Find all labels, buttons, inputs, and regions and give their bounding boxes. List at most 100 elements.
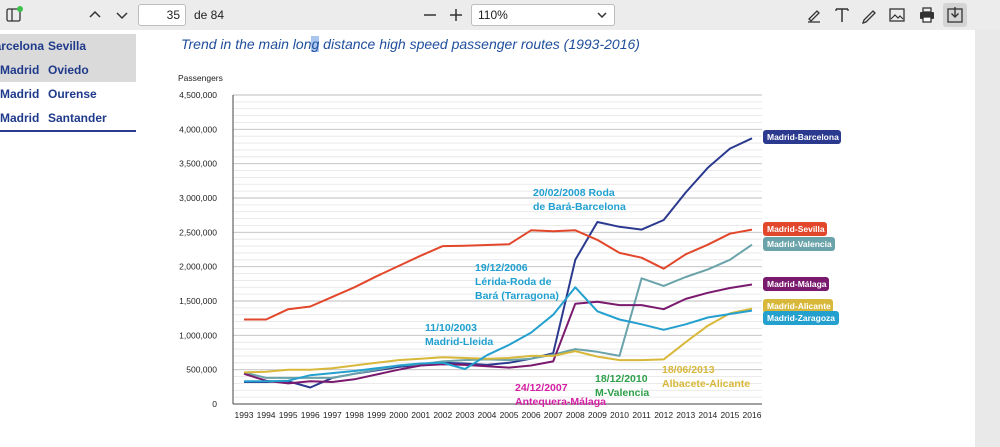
zoom-select[interactable]: 110% — [471, 4, 615, 26]
x-tick-label: 2015 — [720, 410, 739, 420]
x-tick-label: 2001 — [411, 410, 430, 420]
x-tick-label: 2008 — [566, 410, 585, 420]
legend-badge — [763, 299, 833, 313]
zoom-value: 110% — [478, 8, 508, 22]
annotation-label: 20/02/2008 Roda — [533, 187, 615, 199]
x-tick-label: 2014 — [698, 410, 717, 420]
legend-badge — [763, 130, 841, 144]
annotation-label: Bará (Tarragona) — [475, 290, 559, 302]
previous-page-button[interactable] — [85, 3, 105, 27]
table-row: Madrid Oviedo — [0, 58, 136, 82]
table-cell: Barcelona — [0, 39, 44, 53]
y-tick-label: 2,000,000 — [179, 262, 217, 272]
pen-icon — [861, 10, 876, 24]
y-tick-label: 4,000,000 — [179, 124, 217, 134]
series-line — [243, 283, 753, 385]
series-line — [243, 307, 753, 374]
save-button[interactable] — [943, 3, 967, 27]
annotation-label: Lérida-Roda de — [475, 276, 552, 288]
table-cell: Madrid — [0, 111, 40, 125]
x-tick-label: 2012 — [654, 410, 673, 420]
chevron-down-icon — [597, 12, 607, 19]
y-tick-label: 2,500,000 — [179, 227, 217, 237]
toolbar: 35 de 84 110% — [0, 0, 1000, 30]
legend-label: Madrid-Alicante — [767, 301, 831, 311]
plus-icon — [450, 9, 462, 21]
x-tick-label: 1996 — [301, 410, 320, 420]
x-tick-label: 2006 — [522, 410, 541, 420]
table-bottom-rule — [0, 130, 136, 132]
zoom-out-button[interactable] — [421, 3, 439, 27]
y-tick-label: 0 — [212, 399, 217, 409]
table-cell: Sevilla — [48, 39, 87, 53]
table-row: Madrid Santander — [0, 106, 136, 130]
legend-badge — [763, 237, 835, 251]
save-download-icon — [947, 7, 963, 23]
x-tick-label: 1999 — [367, 410, 386, 420]
series-line — [244, 286, 753, 383]
annotation-label: 18/06/2013 — [662, 364, 715, 376]
annotation-label: 18/12/2010 — [595, 373, 648, 385]
legend-label: Madrid-Zaragoza — [767, 313, 835, 323]
annotation-label: M-Valencia — [595, 387, 649, 399]
routes-table: Barcelona Sevilla Madrid Oviedo Madrid O… — [0, 34, 136, 132]
series-line — [244, 228, 753, 321]
y-tick-label: 1,500,000 — [179, 296, 217, 306]
vertical-scrollbar-track[interactable] — [975, 30, 1000, 447]
text-button[interactable] — [831, 3, 853, 27]
x-tick-label: 1993 — [235, 410, 254, 420]
legend-label: Madrid-Barcelona — [767, 132, 839, 142]
x-tick-label: 2016 — [743, 410, 762, 420]
x-tick-label: 2010 — [610, 410, 629, 420]
legend-badge — [763, 311, 839, 325]
legend-badge — [763, 222, 827, 236]
chart-title: Trend in the main long distance high spe… — [181, 36, 640, 52]
x-tick-label: 2011 — [632, 410, 651, 420]
legend-label: Madrid-Málaga — [767, 279, 827, 289]
x-tick-label: 1994 — [257, 410, 276, 420]
x-tick-label: 2002 — [433, 410, 452, 420]
print-button[interactable] — [916, 3, 938, 27]
sidebar-toggle-button[interactable] — [4, 3, 24, 27]
page-total: de 84 — [194, 8, 225, 22]
annotation-label: 24/12/2007 — [515, 382, 568, 394]
table-cell: Santander — [48, 111, 107, 125]
image-button[interactable] — [886, 3, 908, 27]
zoom-in-button[interactable] — [447, 3, 465, 27]
chevron-down-icon — [116, 12, 128, 20]
table-row: Barcelona Sevilla — [0, 34, 136, 58]
y-tick-label: 3,500,000 — [179, 159, 217, 169]
x-tick-label: 1997 — [323, 410, 342, 420]
table-row: Madrid Ourense — [0, 82, 136, 106]
series-line — [243, 243, 753, 379]
page-number-input[interactable]: 35 — [138, 4, 186, 26]
title-selection-highlight: g — [311, 36, 320, 52]
next-page-button[interactable] — [112, 3, 132, 27]
table-cell: Madrid — [0, 63, 40, 77]
y-tick-label: 3,000,000 — [179, 193, 217, 203]
table-cell: Madrid — [0, 87, 40, 101]
draw-button[interactable] — [858, 3, 880, 27]
y-axis-label: Passengers — [178, 73, 223, 83]
sidebar-icon — [6, 6, 23, 22]
series-line — [244, 137, 753, 389]
minus-icon — [424, 14, 436, 16]
y-tick-label: 1,000,000 — [179, 330, 217, 340]
annotation-label: 11/10/2003 — [425, 322, 477, 334]
legend-badge — [763, 277, 829, 291]
x-tick-label: 2005 — [500, 410, 519, 420]
annotation-label: Madrid-Lleida — [425, 336, 493, 348]
x-tick-label: 2009 — [588, 410, 607, 420]
title-text-after: distance high speed passenger routes (19… — [319, 36, 640, 52]
y-tick-label: 500,000 — [186, 365, 217, 375]
legend-label: Madrid-Valencia — [767, 239, 832, 249]
x-tick-label: 2013 — [676, 410, 695, 420]
x-tick-label: 1998 — [345, 410, 364, 420]
x-tick-label: 2004 — [477, 410, 496, 420]
annotation-label: de Bará-Barcelona — [533, 201, 626, 213]
x-tick-label: 2000 — [389, 410, 408, 420]
highlight-button[interactable] — [803, 3, 825, 27]
annotation-label: Albacete-Alicante — [662, 378, 750, 390]
image-icon — [889, 8, 905, 22]
text-icon — [835, 8, 849, 22]
